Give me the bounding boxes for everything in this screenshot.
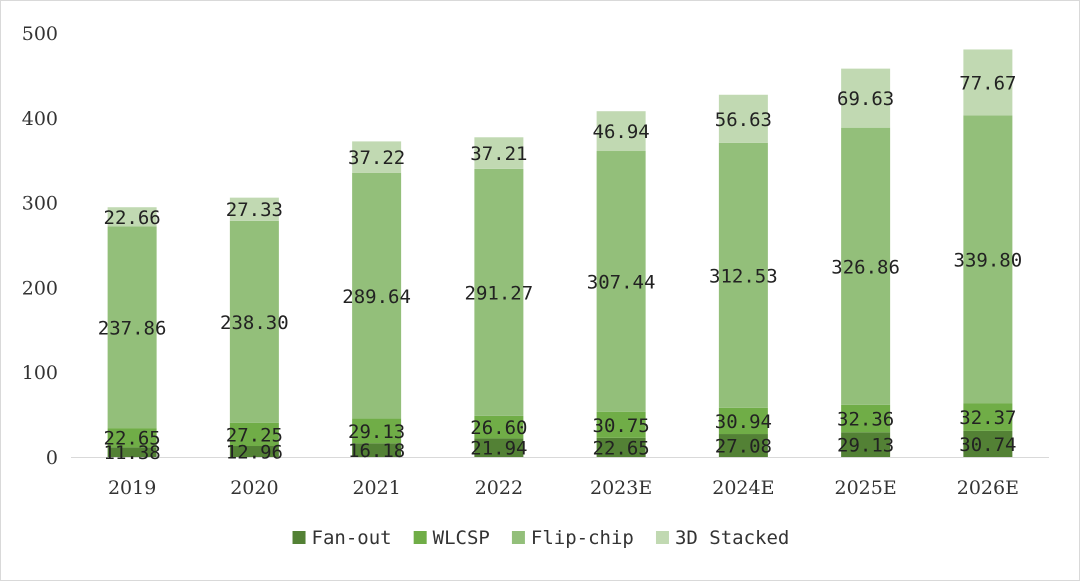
data-label: 11.38 — [104, 442, 161, 464]
legend-item-fan-out: Fan-out — [292, 527, 392, 549]
bar-segment-wlcsp — [596, 411, 646, 438]
x-axis: 2019 2020 2021 2022 2023E 2024E 2025E 2026E — [71, 457, 1049, 499]
bar-segment-fan-out — [596, 437, 646, 457]
data-label: 27.33 — [226, 199, 283, 221]
data-label: 22.66 — [104, 207, 161, 229]
x-tick-label: 2022 — [475, 477, 523, 499]
data-label: 29.13 — [837, 435, 894, 457]
bar-segment-fan-out — [963, 430, 1013, 457]
bar-segment-flip-chip — [596, 151, 646, 412]
bar-segment-3d-stacked — [596, 111, 646, 152]
data-label: 291.27 — [465, 282, 534, 304]
bar-segment-flip-chip — [352, 172, 402, 419]
bar-segment-fan-out — [229, 446, 279, 457]
legend-label: Flip-chip — [531, 527, 634, 549]
data-label: 237.86 — [98, 317, 167, 339]
bar-segment-3d-stacked — [963, 49, 1013, 116]
data-label: 30.75 — [593, 415, 650, 437]
data-label: 312.53 — [709, 265, 778, 287]
bar-segment-fan-out — [841, 432, 891, 457]
legend-item-3d-stacked: 3D Stacked — [655, 527, 789, 549]
x-tick-label: 2025E — [835, 477, 897, 499]
data-label: 22.65 — [104, 428, 161, 450]
data-label: 69.63 — [837, 88, 894, 110]
legend-item-wlcsp: WLCSP — [413, 527, 490, 549]
data-label: 32.36 — [837, 409, 894, 431]
legend-swatch — [292, 531, 306, 544]
x-tick-label: 2023E — [590, 477, 652, 499]
legend-swatch — [413, 531, 427, 544]
data-label: 37.22 — [348, 147, 405, 169]
y-tick-label: 200 — [22, 277, 58, 299]
y-tick-label: 100 — [22, 362, 58, 384]
bar-segment-3d-stacked — [474, 137, 524, 169]
bar-segment-flip-chip — [718, 142, 768, 408]
bar-segment-wlcsp — [107, 428, 157, 448]
data-label: 27.25 — [226, 424, 283, 446]
bar-segment-flip-chip — [963, 115, 1013, 404]
legend-swatch — [655, 531, 669, 544]
y-axis: 0 100 200 300 400 500 — [22, 23, 58, 469]
legend: Fan-out WLCSP Flip-chip 3D Stacked — [292, 527, 789, 549]
data-label: 16.18 — [348, 440, 405, 462]
data-label: 32.37 — [959, 407, 1016, 429]
bar-segment-wlcsp — [474, 415, 524, 439]
data-label: 27.08 — [715, 436, 772, 458]
bar-segment-3d-stacked — [352, 141, 402, 173]
data-label: 37.21 — [470, 143, 527, 165]
data-label: 29.13 — [348, 421, 405, 443]
y-tick-label: 0 — [46, 447, 58, 469]
bar-segment-wlcsp — [229, 422, 279, 447]
y-tick-label: 500 — [22, 23, 58, 45]
bar-segment-fan-out — [474, 438, 524, 457]
y-tick-label: 300 — [22, 193, 58, 215]
data-label: 30.94 — [715, 411, 772, 433]
data-label: 307.44 — [587, 271, 656, 293]
legend-item-flip-chip: Flip-chip — [511, 527, 634, 549]
data-label: 30.74 — [959, 434, 1016, 456]
data-label: 326.86 — [831, 256, 900, 278]
bar-segment-flip-chip — [107, 226, 157, 429]
bar-segment-3d-stacked — [107, 207, 157, 227]
bar-segment-fan-out — [107, 447, 157, 457]
bar-segment-wlcsp — [841, 404, 891, 433]
bar-segment-wlcsp — [963, 403, 1013, 431]
bar-segment-wlcsp — [718, 407, 768, 435]
data-label: 22.65 — [593, 437, 650, 459]
legend-label: 3D Stacked — [675, 527, 789, 549]
bar-segment-flip-chip — [841, 127, 891, 405]
bar-segment-3d-stacked — [841, 68, 891, 128]
x-tick-label: 2024E — [712, 477, 774, 499]
bar-segment-3d-stacked — [229, 197, 279, 221]
bar-stacks — [107, 49, 1013, 457]
x-tick-label: 2020 — [230, 477, 278, 499]
data-labels: 11.3822.65237.8622.6612.9627.25238.3027.… — [98, 72, 1022, 464]
bar-segment-flip-chip — [229, 220, 279, 423]
data-label: 238.30 — [220, 312, 289, 334]
bar-segment-flip-chip — [474, 168, 524, 416]
data-label: 339.80 — [954, 249, 1023, 271]
bar-segment-fan-out — [352, 443, 402, 457]
data-label: 21.94 — [470, 438, 527, 460]
bar-segment-3d-stacked — [718, 94, 768, 143]
x-tick-label: 2026E — [957, 477, 1019, 499]
bar-segment-wlcsp — [352, 418, 402, 444]
data-label: 26.60 — [470, 417, 527, 439]
data-label: 289.64 — [342, 286, 411, 308]
x-tick-label: 2021 — [352, 477, 400, 499]
data-label: 77.67 — [959, 72, 1016, 94]
legend-label: WLCSP — [433, 527, 490, 549]
data-label: 56.63 — [715, 109, 772, 131]
data-label: 12.96 — [226, 442, 283, 464]
y-tick-label: 400 — [22, 108, 58, 130]
legend-swatch — [511, 531, 525, 544]
x-tick-label: 2019 — [108, 477, 156, 499]
legend-label: Fan-out — [312, 527, 392, 549]
data-label: 46.94 — [593, 121, 650, 143]
bar-segment-fan-out — [718, 434, 768, 457]
